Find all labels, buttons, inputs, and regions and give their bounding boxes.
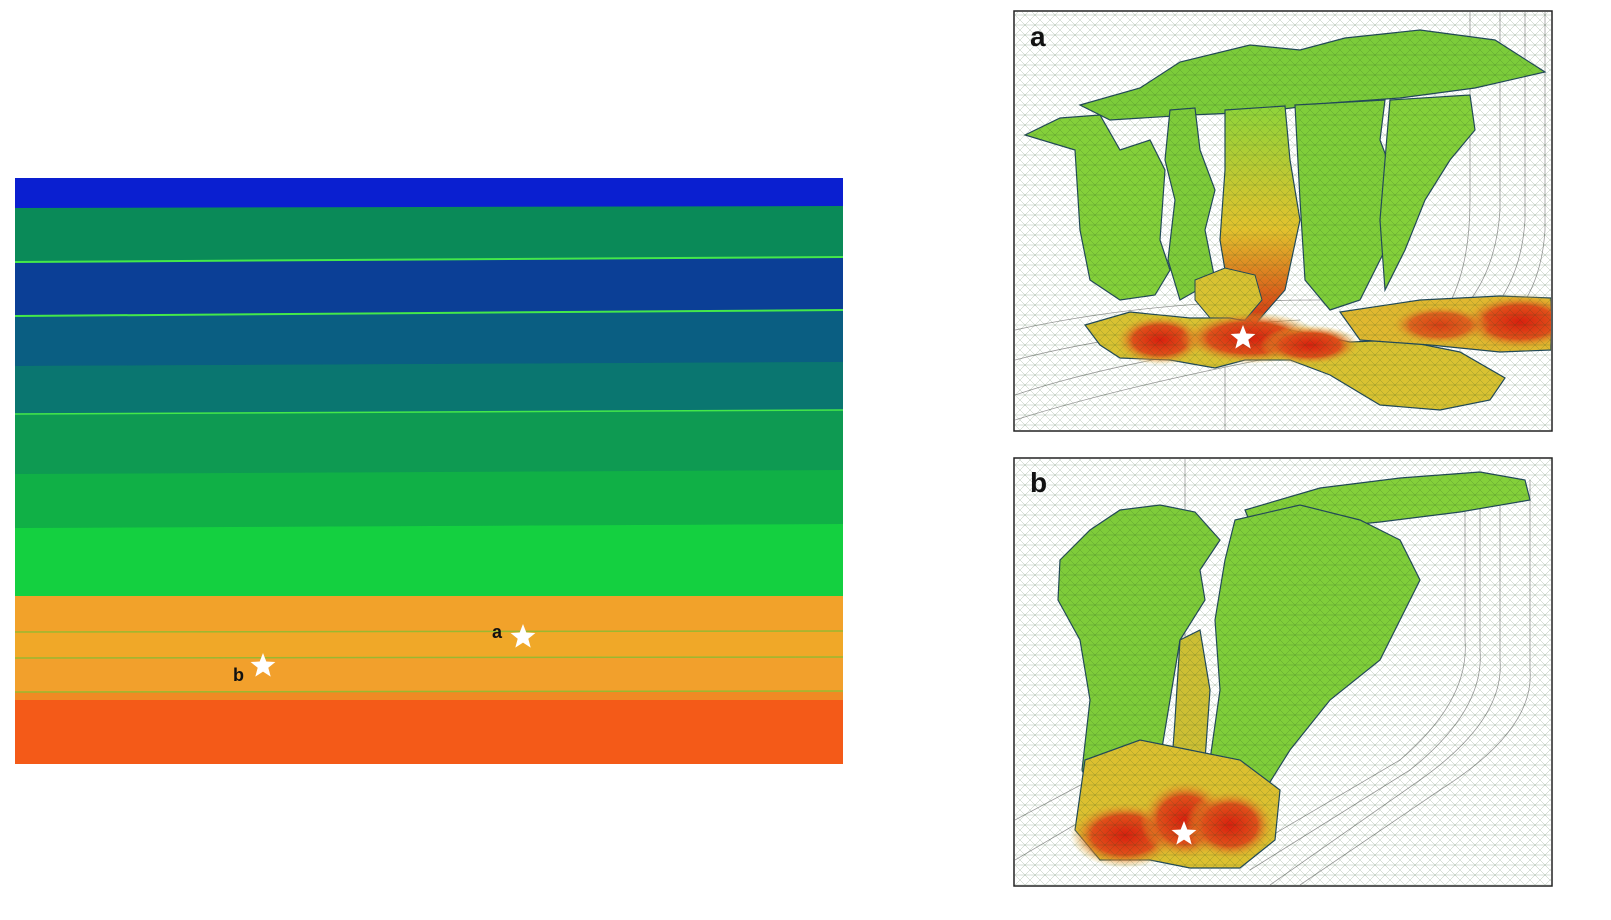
marker-b: b [233, 653, 276, 685]
layer-teal-3 [15, 310, 843, 366]
marker-a: a [492, 622, 536, 648]
layer-green-7 [15, 524, 843, 596]
mesh-overlay [1015, 12, 1551, 430]
marker-b-label: b [233, 665, 244, 685]
layer-green-1 [15, 206, 843, 262]
layer-blue-top [15, 178, 843, 208]
layer-orange-3 [15, 658, 843, 692]
horizon-line [14, 256, 844, 263]
layer-blue-2 [15, 258, 843, 316]
layer-orange-4 [15, 692, 843, 700]
horizon-line [14, 690, 844, 693]
horizon-line [14, 656, 844, 659]
stratigraphic-section: a b [14, 178, 844, 764]
panel-a: a [1013, 10, 1553, 432]
horizon-line [14, 309, 844, 317]
mesh-overlay [1015, 459, 1551, 885]
star-icon [1230, 325, 1256, 349]
horizon-line [14, 630, 844, 633]
layer-orange-1 [15, 596, 843, 632]
star-icon [250, 653, 276, 677]
panel-b-label: b [1030, 467, 1047, 498]
layer-deep-orange [15, 700, 843, 764]
horizon-line [14, 409, 844, 415]
panel-a-label: a [1030, 21, 1046, 52]
layer-orange-2 [15, 632, 843, 658]
star-icon [1171, 821, 1197, 845]
layer-green-5 [15, 410, 843, 474]
star-icon [510, 624, 536, 648]
layer-green-6 [15, 470, 843, 528]
marker-a-label: a [492, 622, 503, 642]
panel-b: b [1013, 457, 1553, 887]
layer-teal-4 [15, 362, 843, 414]
